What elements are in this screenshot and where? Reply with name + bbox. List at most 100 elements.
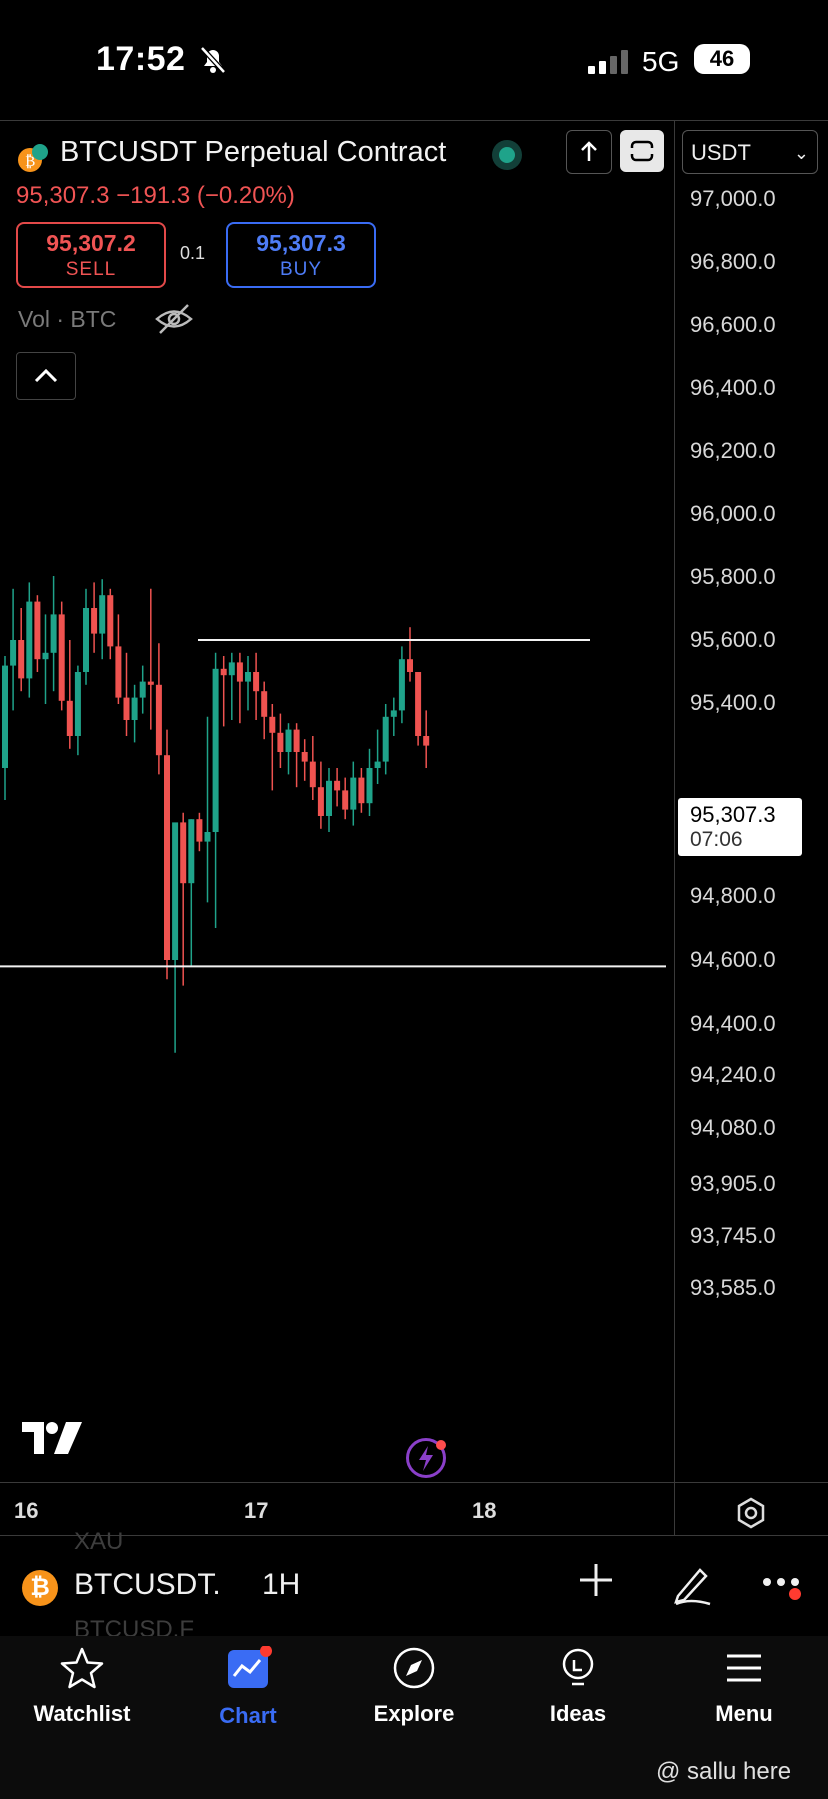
candle-body: [188, 819, 195, 884]
price-axis-label: 95,800.0: [690, 564, 776, 589]
price-axis-label: 94,240.0: [690, 1062, 776, 1087]
candle-body: [155, 684, 162, 756]
lightbulb-icon: [562, 1648, 594, 1686]
collapse-legend-button[interactable]: [16, 352, 76, 400]
candlestick-chart[interactable]: [0, 120, 674, 1480]
bolt-button[interactable]: [406, 1438, 446, 1478]
fullscreen-button[interactable]: [620, 130, 664, 172]
candle-body: [382, 716, 389, 762]
candle-body: [228, 662, 235, 676]
price-axis-label: 96,400.0: [690, 375, 776, 400]
buy-label: BUY: [279, 259, 323, 280]
candle-body: [180, 822, 187, 884]
nav-ideas[interactable]: Ideas: [508, 1646, 648, 1727]
symbol-title[interactable]: BTCUSDT Perpetual Contract: [60, 136, 447, 168]
share-button[interactable]: [566, 130, 612, 174]
sell-button[interactable]: 95,307.2 SELL: [16, 222, 166, 288]
candle-body: [236, 662, 243, 682]
price-axis-label: 95,400.0: [690, 690, 776, 715]
nav-label: Watchlist: [33, 1701, 131, 1726]
candle-body: [285, 729, 292, 752]
symbol-selector[interactable]: BTCUSDT.: [74, 1568, 221, 1601]
battery-indicator: 46: [694, 44, 750, 74]
nav-watchlist[interactable]: Watchlist: [12, 1646, 152, 1727]
candle-body: [317, 787, 324, 816]
price-axis-label: 93,905.0: [690, 1171, 776, 1196]
nav-explore[interactable]: Explore: [344, 1646, 484, 1727]
candle-body: [350, 777, 357, 810]
candle-body: [58, 614, 65, 701]
candle-body: [269, 716, 276, 733]
volume-label[interactable]: Vol · BTC: [18, 306, 117, 332]
candle-body: [366, 768, 373, 804]
candle-body: [204, 832, 211, 842]
date-axis-divider: [0, 1482, 828, 1483]
price-axis-label: 94,080.0: [690, 1115, 776, 1140]
chart-settings-icon[interactable]: [734, 1496, 768, 1530]
bolt-icon: [419, 1446, 433, 1471]
date-label: 18: [472, 1498, 497, 1523]
candle-body: [10, 640, 17, 666]
tradingview-logo-icon: [22, 1422, 82, 1454]
arrow-up-icon: [581, 141, 597, 161]
price-axis-label: 96,600.0: [690, 312, 776, 337]
candle-countdown: 07:06: [690, 828, 743, 851]
price-change: 95,307.3 −191.3 (−0.20%): [16, 182, 295, 209]
currency-value: USDT: [691, 140, 751, 165]
candle-body: [50, 614, 57, 653]
last-price-tag: 95,307.3 07:06: [678, 798, 802, 856]
candle-body: [18, 640, 25, 679]
chart-icon: [228, 1645, 272, 1688]
buy-button[interactable]: 95,307.3 BUY: [226, 222, 376, 288]
candle-body: [309, 761, 316, 788]
order-quantity[interactable]: 0.1: [180, 243, 206, 263]
candle-body: [301, 752, 308, 762]
nav-chart[interactable]: Chart: [178, 1645, 318, 1729]
candle-body: [277, 732, 284, 752]
symbol-bar-divider: [0, 1535, 828, 1536]
nav-menu[interactable]: Menu: [674, 1646, 814, 1727]
price-axis-label: 93,745.0: [690, 1223, 776, 1248]
pen-icon[interactable]: [670, 1562, 714, 1606]
candle-body: [99, 595, 106, 634]
candle-body: [196, 819, 203, 842]
candle-body: [91, 608, 98, 634]
nav-label: Explore: [373, 1701, 455, 1726]
eye-hidden-icon[interactable]: [154, 302, 194, 336]
more-icon[interactable]: [762, 1572, 804, 1602]
candle-body: [83, 608, 89, 672]
interval-selector[interactable]: 1H: [262, 1568, 301, 1601]
candle-body: [415, 672, 422, 736]
price-axis-label: 95,600.0: [690, 627, 776, 652]
ghost-symbol: XAU: [74, 1528, 124, 1555]
candle-body: [74, 672, 81, 736]
candle-body: [147, 681, 154, 685]
add-icon[interactable]: [576, 1560, 616, 1600]
candle-body: [245, 672, 251, 682]
candle-body: [374, 761, 381, 768]
header-divider: [0, 120, 828, 121]
price-axis-label: 97,000.0: [690, 186, 776, 211]
market-status-icon: [492, 140, 522, 170]
candle-body: [42, 652, 49, 660]
chevron-down-icon: ⌄: [793, 143, 809, 163]
price-axis-label: 96,800.0: [690, 249, 776, 274]
bottom-nav: [0, 1636, 828, 1799]
currency-select[interactable]: USDT ⌄: [682, 130, 818, 174]
candle-body: [390, 710, 397, 717]
candle-body: [26, 601, 33, 679]
date-label: 17: [244, 1498, 269, 1523]
chevron-up-icon: [34, 368, 58, 383]
fullscreen-icon: [628, 140, 656, 162]
nav-label: Ideas: [549, 1701, 607, 1726]
candle-body: [253, 672, 260, 692]
candle-body: [407, 659, 413, 672]
candle-body: [115, 646, 122, 698]
menu-icon: [727, 1654, 761, 1682]
buy-price: 95,307.3: [256, 230, 346, 256]
sell-label: SELL: [65, 259, 117, 280]
network-type: 5G: [642, 46, 680, 77]
candle-body: [261, 691, 268, 717]
candle-body: [139, 681, 146, 698]
candle-body: [220, 668, 227, 676]
